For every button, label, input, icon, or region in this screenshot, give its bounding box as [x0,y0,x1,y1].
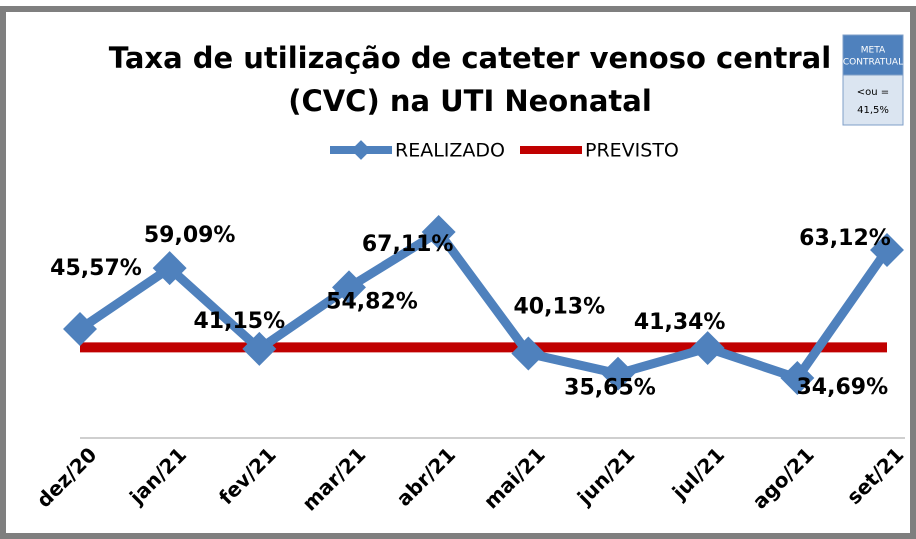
data-label: 54,82% [326,289,418,314]
point-marker [242,331,277,366]
meta-box-header [842,34,904,76]
meta-text: 41,5% [857,105,889,116]
meta-box: META CONTRATUAL <ou = 41,5% [842,34,904,126]
point-marker [511,336,546,371]
data-label: 45,57% [50,256,142,281]
point-marker [332,270,366,305]
realizado-line [77,227,891,383]
data-label: 41,15% [194,309,286,334]
legend-label: PREVISTO [585,140,679,162]
point-marker [690,331,725,366]
point-marker [870,232,904,267]
data-label: 59,09% [144,223,236,248]
point-marker [152,251,187,286]
meta-box-body [842,74,904,126]
point-marker [601,356,635,391]
chart-title: (CVC) na UTI Neonatal [288,84,652,118]
chart-title: Taxa de utilização de cateter venoso cen… [109,41,831,75]
data-label: 40,13% [514,295,606,320]
point-marker [780,361,815,395]
point-marker [421,215,456,249]
data-label: 67,11% [362,232,454,257]
data-label: 41,34% [634,310,726,335]
legend-marker [351,140,371,160]
data-label: 35,65% [564,376,656,401]
meta-title: META [861,46,886,56]
data-label: 63,12% [799,226,891,251]
data-label: 34,69% [797,375,889,400]
chart-frame [0,6,916,539]
legend-label: REALIZADO [395,140,505,162]
meta-text: <ou = [857,87,889,98]
meta-title: CONTRATUAL [843,58,903,68]
